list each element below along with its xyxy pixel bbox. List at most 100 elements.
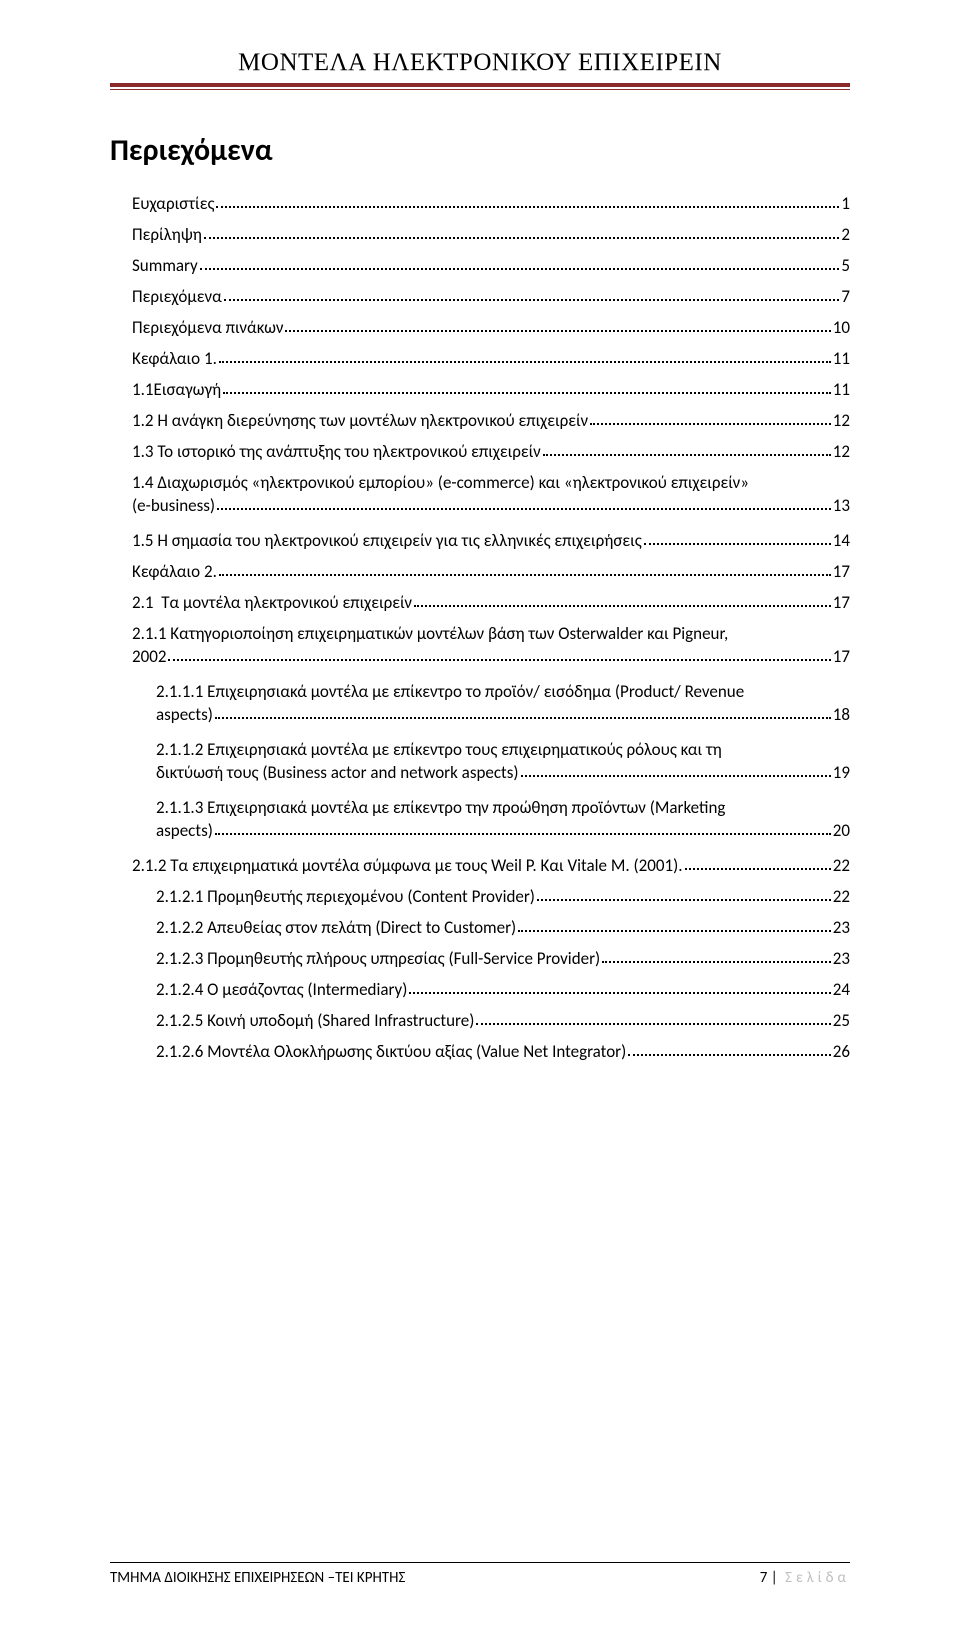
toc-entry-page: 23: [833, 919, 850, 936]
toc-entry-page: 26: [833, 1043, 850, 1060]
toc-entry-page: 5: [841, 257, 850, 274]
toc-entry-text: 1.3 Το ιστορικό της ανάπτυξης του ηλεκτρ…: [132, 443, 541, 460]
toc-leader: [224, 299, 840, 301]
toc-entry-text: Κεφάλαιο 1.: [132, 350, 217, 367]
toc-leader: [628, 1054, 831, 1056]
toc-entry-page: 22: [833, 888, 850, 905]
footer-page-indicator: 7 | Σελίδα: [760, 1569, 850, 1587]
toc-entry-page: 18: [833, 706, 850, 723]
toc-entry-text: 2.1.2.2 Απευθείας στον πελάτη (Direct to…: [156, 919, 516, 936]
toc-entry-page: 1: [841, 195, 850, 212]
toc-entry: Κεφάλαιο 2. 17: [110, 563, 850, 580]
header-rule: [110, 83, 850, 90]
toc-entry: Περιεχόμενα πινάκων 10: [110, 319, 850, 336]
toc-entry-page: 24: [833, 981, 850, 998]
toc-entry-text: 2.1.1.3 Επιχειρησιακά μοντέλα με επίκεντ…: [156, 799, 850, 816]
toc-leader: [204, 237, 839, 239]
toc-entry: Περίληψη 2: [110, 226, 850, 243]
toc-entry-page: 13: [833, 497, 850, 514]
toc-leader: [644, 543, 831, 545]
page-header-title: ΜΟΝΤΕΛΑ ΗΛΕΚΤΡΟΝΙΚΟΥ ΕΠΙΧΕΙΡΕΙΝ: [110, 48, 850, 77]
toc-leader: [215, 833, 831, 835]
toc-list: Ευχαριστίες 1 Περίληψη 2 Summary 5 Περιεχόμ…: [110, 195, 850, 1060]
toc-entry-page: 12: [833, 412, 850, 429]
toc-entry: 2.1.1.2 Επιχειρησιακά μοντέλα με επίκεντ…: [110, 741, 850, 781]
toc-entry-text: 2.1.2 Τα επιχειρηματικά μοντέλα σύμφωνα …: [132, 857, 683, 874]
toc-entry: 2.1.2.5 Κοινή υποδομή (Shared Infrastruc…: [110, 1012, 850, 1029]
document-page: ΜΟΝΤΕΛΑ ΗΛΕΚΤΡΟΝΙΚΟΥ ΕΠΙΧΕΙΡΕΙΝ Περιεχόμ…: [0, 0, 960, 1627]
toc-entry-text: 1.2 Η ανάγκη διερεύνησης των μοντέλων ηλ…: [132, 412, 588, 429]
toc-leader: [217, 508, 831, 510]
toc-entry-text: aspects): [156, 706, 213, 723]
toc-entry: 2.1.2 Τα επιχειρηματικά μοντέλα σύμφωνα …: [110, 857, 850, 874]
toc-leader: [219, 361, 831, 363]
toc-entry-page: 20: [833, 822, 850, 839]
toc-entry: Περιεχόμενα 7: [110, 288, 850, 305]
toc-entry-text: δικτύωσή τους (Business actor and networ…: [156, 764, 519, 781]
toc-leader: [223, 392, 831, 394]
toc-entry-text: Ευχαριστίες: [132, 195, 214, 212]
toc-entry-page: 10: [833, 319, 850, 336]
toc-entry-text: 2.1.2.5 Κοινή υποδομή (Shared Infrastruc…: [156, 1012, 474, 1029]
toc-entry-page: 22: [833, 857, 850, 874]
toc-leader: [521, 775, 831, 777]
toc-entry-text: Περιεχόμενα: [132, 288, 222, 305]
toc-heading: Περιεχόμενα: [110, 132, 850, 169]
toc-entry-text: 2.1.2.6 Μοντέλα Ολοκλήρωσης δικτύου αξία…: [156, 1043, 626, 1060]
toc-entry-page: 19: [833, 764, 850, 781]
toc-entry-text: aspects): [156, 822, 213, 839]
toc-entry: 1.4 Διαχωρισμός «ηλεκτρονικού εμπορίου» …: [110, 474, 850, 514]
toc-entry: 1.2 Η ανάγκη διερεύνησης των μοντέλων ηλ…: [110, 412, 850, 429]
toc-entry: 2.1.2.6 Μοντέλα Ολοκλήρωσης δικτύου αξία…: [110, 1043, 850, 1060]
toc-entry: 2.1.2.1 Προμηθευτής περιεχομένου (Conten…: [110, 888, 850, 905]
toc-entry-text: (e-business): [132, 497, 215, 514]
toc-entry: Κεφάλαιο 1. 11: [110, 350, 850, 367]
toc-entry-page: 2: [841, 226, 850, 243]
toc-entry: 1.1Εισαγωγή 11: [110, 381, 850, 398]
toc-leader: [518, 930, 831, 932]
toc-leader: [602, 961, 831, 963]
toc-entry: 2.1.1 Κατηγοριοποίηση επιχειρηματικών μο…: [110, 625, 850, 665]
toc-entry-text: 2.1.1 Κατηγοριοποίηση επιχειρηματικών μο…: [132, 625, 850, 642]
toc-entry: 2.1.2.2 Απευθείας στον πελάτη (Direct to…: [110, 919, 850, 936]
toc-leader: [409, 992, 830, 994]
toc-leader: [685, 868, 831, 870]
toc-entry-text: Περιεχόμενα πινάκων: [132, 319, 283, 336]
toc-entry-text: 2.1.2.1 Προμηθευτής περιεχομένου (Conten…: [156, 888, 535, 905]
toc-entry-page: 11: [833, 350, 850, 367]
toc-entry-text: Κεφάλαιο 2.: [132, 563, 217, 580]
toc-entry-page: 17: [833, 594, 850, 611]
toc-entry-text: 2.1 Τα μοντέλα ηλεκτρονικού επιχειρείν: [132, 594, 412, 611]
toc-entry: 1.3 Το ιστορικό της ανάπτυξης του ηλεκτρ…: [110, 443, 850, 460]
footer-page-separator: |: [771, 1569, 781, 1587]
toc-entry: Summary 5: [110, 257, 850, 274]
toc-entry: 1.5 Η σημασία του ηλεκτρονικού επιχειρεί…: [110, 532, 850, 549]
toc-entry: 2.1 Τα μοντέλα ηλεκτρονικού επιχειρείν 1…: [110, 594, 850, 611]
toc-leader: [476, 1023, 830, 1025]
toc-leader: [219, 574, 831, 576]
toc-entry-text: 1.4 Διαχωρισμός «ηλεκτρονικού εμπορίου» …: [132, 474, 850, 491]
toc-entry-text: 2.1.2.4 Ο μεσάζοντας (Intermediary): [156, 981, 407, 998]
toc-entry-page: 17: [833, 648, 850, 665]
toc-entry-text: Summary: [132, 257, 198, 274]
toc-entry-text: 2002: [132, 648, 166, 665]
toc-entry-page: 23: [833, 950, 850, 967]
page-footer: ΤΜΗΜΑ ΔΙΟΙΚΗΣΗΣ ΕΠΙΧΕΙΡΗΣΕΩΝ –ΤΕΙ ΚΡΗΤΗΣ…: [110, 1562, 850, 1587]
toc-entry-page: 25: [833, 1012, 850, 1029]
toc-entry-text: Περίληψη: [132, 226, 202, 243]
toc-leader: [216, 206, 839, 208]
toc-entry-text: 2.1.1.2 Επιχειρησιακά μοντέλα με επίκεντ…: [156, 741, 850, 758]
toc-leader: [200, 268, 840, 270]
footer-page-number: 7: [760, 1569, 768, 1587]
toc-entry-page: 12: [833, 443, 850, 460]
toc-entry-text: 2.1.1.1 Επιχειρησιακά μοντέλα με επίκεντ…: [156, 683, 850, 700]
toc-entry-text: 1.1Εισαγωγή: [132, 381, 221, 398]
toc-entry-page: 11: [833, 381, 850, 398]
footer-page-label: Σελίδα: [785, 1569, 850, 1587]
toc-leader: [285, 330, 830, 332]
footer-left-text: ΤΜΗΜΑ ΔΙΟΙΚΗΣΗΣ ΕΠΙΧΕΙΡΗΣΕΩΝ –ΤΕΙ ΚΡΗΤΗΣ: [110, 1569, 405, 1587]
toc-entry: 2.1.2.4 Ο μεσάζοντας (Intermediary) 24: [110, 981, 850, 998]
toc-entry: Ευχαριστίες 1: [110, 195, 850, 212]
toc-entry-text: 1.5 Η σημασία του ηλεκτρονικού επιχειρεί…: [132, 532, 642, 549]
toc-entry: 2.1.1.1 Επιχειρησιακά μοντέλα με επίκεντ…: [110, 683, 850, 723]
